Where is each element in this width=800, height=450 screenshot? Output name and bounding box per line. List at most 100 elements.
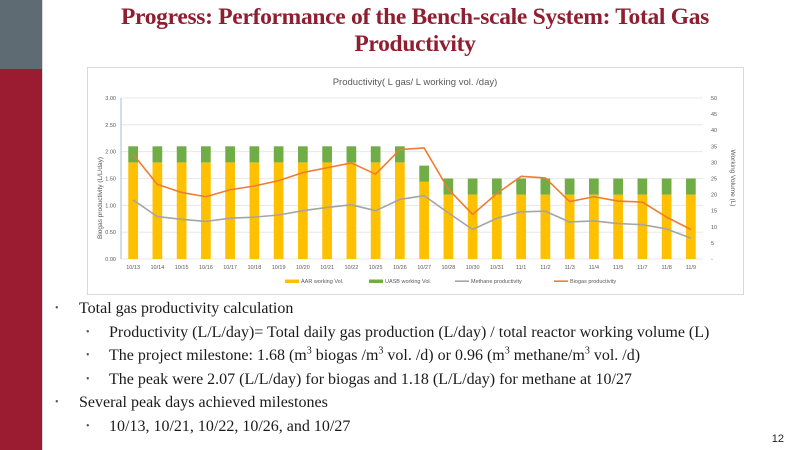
bullet-dot: •: [86, 350, 90, 361]
y-tick-label: 3.00: [105, 96, 116, 102]
slide-title: Progress: Performance of the Bench-scale…: [120, 4, 710, 57]
lines: [132, 147, 692, 239]
x-tick-label: 10/30: [466, 265, 480, 271]
bullet-dot: •: [86, 373, 90, 385]
uasb-bar: [419, 165, 429, 182]
aar-bar: [395, 162, 405, 259]
x-tick-label: 10/20: [296, 265, 310, 271]
aar-bar: [128, 162, 138, 259]
y-tick-label: 2.50: [105, 123, 116, 129]
x-tick-label: 11/5: [613, 265, 623, 271]
uasb-bar: [322, 146, 332, 163]
uasb-bar: [564, 178, 575, 195]
x-tick-label: 11/8: [661, 265, 671, 271]
uasb-bar: [298, 146, 308, 163]
x-tick-label: 10/31: [490, 265, 504, 271]
aar-bar: [613, 194, 623, 259]
uasb-bar: [492, 178, 502, 195]
x-tick-label: 11/1: [516, 265, 526, 271]
x-tick-label: 11/9: [686, 265, 696, 271]
x-tick-label: 10/19: [272, 265, 286, 271]
biogas-line: [132, 147, 692, 231]
aar-bar: [686, 194, 696, 259]
y2-tick-label: 5: [711, 241, 714, 247]
y2-tick-label: -: [711, 257, 713, 263]
uasb-bar: [395, 146, 405, 163]
x-tick-label: 10/28: [441, 265, 455, 271]
uasb-bar: [637, 178, 648, 195]
x-axis-ticks: 10/13 10/14 10/15 10/16 10/17 10/18 10/19 10/20…: [126, 265, 696, 271]
uasb-bar: [540, 178, 551, 195]
aar-bar: [176, 162, 187, 259]
legend-label: AAR working Vol.: [301, 279, 344, 285]
y2-tick-label: 10: [711, 225, 717, 231]
x-tick-label: 11/3: [564, 265, 574, 271]
uasb-bar: [346, 146, 357, 163]
aar-bar: [225, 162, 235, 259]
aar-bar: [589, 194, 599, 259]
x-tick-label: 11/7: [637, 265, 647, 271]
bullet-text: The project milestone: 1.68 (m3 biogas /…: [109, 345, 641, 364]
uasb-bar: [370, 146, 381, 163]
y-tick-label: 1.50: [105, 177, 116, 183]
bullet-dot: •: [55, 397, 59, 408]
bullet-item: • Several peak days achieved milestones: [55, 391, 795, 415]
legend-label: Biogas productivity: [570, 279, 616, 285]
bullet-text: Several peak days achieved milestones: [79, 394, 328, 411]
bullet-item: • Total gas productivity calculation: [55, 297, 795, 321]
x-tick-label: 10/15: [175, 265, 189, 271]
aar-bar: [661, 194, 672, 259]
aar-bar: [516, 194, 526, 259]
y-tick-label: 2.00: [105, 150, 116, 156]
aar-bar: [443, 194, 454, 259]
aar-bar: [637, 194, 648, 259]
x-tick-label: 10/26: [393, 265, 407, 271]
y-axis-label: Biogas productivity (L/L/day): [97, 157, 104, 239]
y-tick-label: 0.00: [105, 257, 116, 263]
bullet-dot: •: [86, 326, 90, 338]
x-tick-label: 10/16: [199, 265, 213, 271]
legend-swatch: [369, 279, 383, 283]
bars: [128, 146, 696, 259]
uasb-bar: [273, 146, 284, 163]
y2-tick-label: 45: [711, 112, 717, 118]
y2-tick-label: 25: [711, 177, 717, 183]
x-tick-label: 10/14: [150, 265, 164, 271]
y2-axis-label: Working Volume (L): [729, 150, 736, 207]
legend-swatch: [285, 279, 299, 283]
chart-title: Productivity( L gas/ L working vol. /day…: [333, 77, 498, 88]
bullet-dot: •: [55, 303, 59, 314]
y2-tick-label: 50: [711, 96, 717, 102]
bullet-text: 10/13, 10/21, 10/22, 10/26, and 10/27: [109, 417, 351, 435]
aar-bar: [419, 181, 429, 259]
sidebar-accent-bottom: [0, 69, 42, 450]
aar-bar: [346, 162, 357, 259]
uasb-bar: [613, 178, 623, 195]
y2-tick-label: 15: [711, 209, 717, 215]
x-tick-label: 11/2: [540, 265, 550, 271]
uasb-bar: [467, 178, 478, 195]
chart-svg: Productivity( L gas/ L working vol. /day…: [97, 77, 736, 285]
uasb-bar: [443, 178, 454, 195]
chart-legend: AAR working Vol. UASB working Vol. Methane…: [285, 279, 616, 285]
uasb-bar: [661, 178, 672, 195]
uasb-bar: [686, 178, 696, 195]
bullet-item: • The project milestone: 1.68 (m3 biogas …: [55, 344, 795, 368]
aar-bar: [492, 194, 502, 259]
left-axis-ticks: 0.00 0.50 1.00 1.50 2.00 2.50 3.00: [105, 96, 116, 263]
uasb-bar: [152, 146, 163, 163]
aar-bar: [152, 162, 163, 259]
bullet-item: • Productivity (L/L/day)= Total daily gas…: [55, 321, 795, 345]
uasb-bar: [225, 146, 235, 163]
y-tick-label: 1.00: [105, 203, 116, 209]
sidebar-accent-top: [0, 0, 42, 69]
bullet-text: Total gas productivity calculation: [79, 300, 294, 317]
productivity-chart: Productivity( L gas/ L working vol. /day…: [87, 67, 744, 295]
aar-bar: [467, 194, 478, 259]
legend-label: Methane productivity: [471, 279, 522, 285]
x-tick-label: 10/21: [320, 265, 334, 271]
uasb-bar: [589, 178, 599, 195]
sidebar-divider: [42, 0, 43, 450]
bullet-text: Productivity (L/L/day)= Total daily gas …: [109, 323, 710, 341]
x-tick-label: 10/27: [417, 265, 431, 271]
